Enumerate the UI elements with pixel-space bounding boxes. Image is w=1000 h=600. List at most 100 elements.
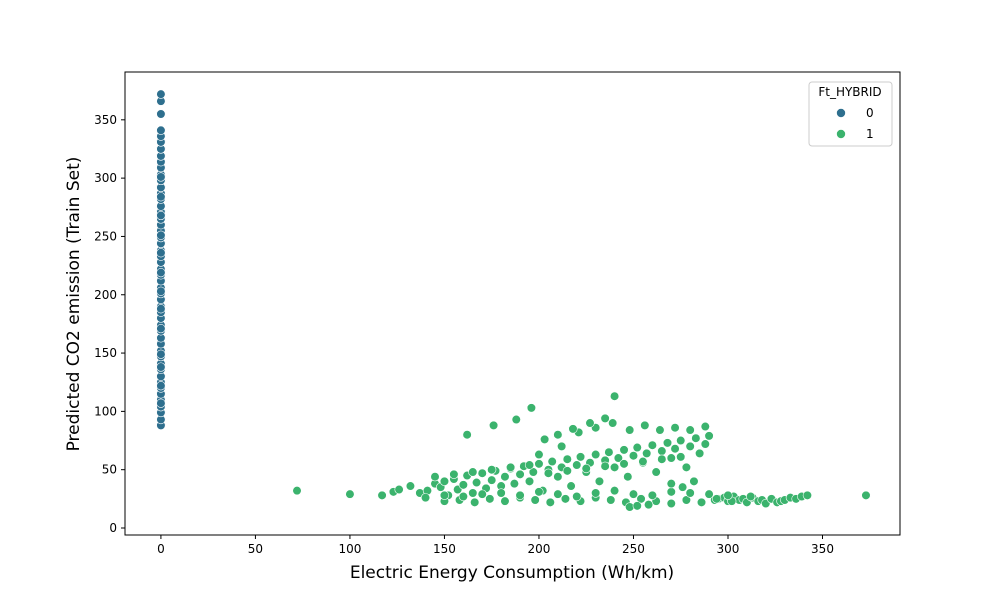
- data-point-series-0: [156, 323, 166, 334]
- y-axis-ticks: 0 50 100 150 200 250 300 350: [94, 113, 125, 535]
- legend-marker-1: [836, 129, 846, 139]
- data-point-series-1: [600, 461, 610, 471]
- data-point-series-1: [553, 430, 563, 440]
- x-axis-ticks: 0 50 100 150 200 250 300 350: [157, 535, 834, 556]
- data-point-series-1: [604, 447, 614, 457]
- data-point-series-1: [802, 490, 812, 500]
- data-point-series-1: [651, 467, 661, 477]
- data-point-series-1: [292, 486, 302, 496]
- data-point-series-1: [655, 425, 665, 435]
- y-tick-label: 50: [102, 463, 117, 477]
- data-point-series-1: [477, 468, 487, 478]
- y-tick-label: 250: [94, 229, 117, 243]
- data-point-series-1: [487, 475, 497, 485]
- data-point-series-1: [625, 502, 635, 512]
- data-point-series-1: [572, 491, 582, 502]
- data-point-series-1: [500, 496, 510, 506]
- data-point-series-1: [439, 490, 450, 500]
- data-point-series-1: [545, 497, 555, 507]
- data-point-series-1: [685, 425, 695, 435]
- data-point-series-1: [524, 476, 535, 486]
- data-point-series-1: [581, 463, 591, 474]
- data-point-series-1: [462, 430, 472, 440]
- data-point-series-0: [156, 109, 166, 119]
- x-tick-label: 350: [811, 542, 834, 556]
- data-point-series-1: [543, 468, 554, 478]
- data-point-series-1: [449, 469, 459, 479]
- data-point-series-1: [666, 453, 676, 463]
- data-point-series-1: [723, 490, 733, 500]
- data-point-series-1: [488, 420, 499, 430]
- legend-box: [808, 81, 893, 147]
- data-point-series-1: [394, 484, 404, 495]
- data-point-series-1: [568, 424, 578, 434]
- data-point-series-1: [681, 495, 692, 505]
- data-point-series-1: [666, 487, 676, 497]
- data-point-series-1: [670, 423, 680, 433]
- y-tick-label: 0: [109, 521, 117, 535]
- data-point-series-1: [625, 425, 635, 435]
- data-point-series-1: [657, 454, 667, 464]
- data-point-series-1: [471, 477, 482, 488]
- data-point-series-1: [685, 488, 695, 498]
- y-tick-label: 200: [94, 288, 117, 302]
- data-point-series-1: [557, 441, 567, 451]
- y-axis-title: Predicted CO2 emission (Train Set): [64, 157, 84, 452]
- data-point-series-1: [470, 497, 480, 507]
- data-point-series-1: [540, 434, 550, 444]
- data-point-series-0: [156, 248, 166, 258]
- data-point-series-1: [623, 472, 633, 482]
- data-point-series-1: [528, 467, 538, 477]
- x-tick-label: 100: [338, 542, 361, 556]
- data-point-series-1: [553, 489, 563, 499]
- data-point-series-0: [156, 362, 166, 372]
- data-point-series-1: [609, 486, 620, 496]
- data-point-series-1: [609, 462, 620, 472]
- data-point-series-1: [530, 495, 540, 505]
- data-point-series-0: [156, 89, 166, 99]
- data-point-series-1: [547, 456, 557, 467]
- data-point-series-1: [647, 490, 657, 500]
- data-point-series-0: [156, 192, 166, 202]
- data-point-series-1: [594, 476, 605, 486]
- data-point-series-1: [666, 498, 676, 509]
- data-point-series-1: [524, 460, 535, 470]
- data-point-series-1: [662, 438, 673, 448]
- data-point-series-1: [647, 440, 657, 450]
- data-point-series-1: [861, 490, 871, 500]
- y-tick-label: 150: [94, 346, 117, 360]
- y-tick-label: 100: [94, 404, 117, 418]
- data-point-series-1: [430, 472, 440, 482]
- data-point-series-1: [534, 459, 544, 469]
- plot-area-frame: [124, 71, 901, 536]
- data-point-series-1: [405, 481, 416, 491]
- data-point-series-1: [562, 466, 572, 476]
- data-point-series-1: [534, 449, 544, 460]
- data-point-series-1: [632, 442, 642, 453]
- data-point-series-1: [691, 433, 701, 443]
- data-point-series-1: [509, 479, 519, 489]
- data-point-series-1: [628, 489, 639, 499]
- data-point-series-1: [458, 491, 468, 502]
- x-axis-title: Electric Energy Consumption (Wh/km): [350, 563, 674, 583]
- y-tick-label: 350: [94, 113, 117, 127]
- data-point-series-1: [515, 469, 525, 479]
- data-point-series-1: [640, 420, 650, 430]
- data-point-series-1: [643, 500, 654, 510]
- data-point-series-1: [468, 467, 478, 477]
- data-point-series-1: [553, 472, 563, 482]
- y-tick-label: 300: [94, 171, 117, 185]
- data-point-series-1: [676, 452, 686, 462]
- x-tick-label: 300: [717, 542, 740, 556]
- data-point-series-0: [156, 381, 166, 391]
- data-point-series-1: [600, 413, 610, 423]
- data-point-series-1: [591, 488, 601, 498]
- data-point-series-1: [642, 448, 652, 458]
- data-point-series-1: [685, 441, 695, 451]
- x-tick-label: 250: [622, 542, 645, 556]
- data-point-series-1: [511, 414, 521, 425]
- data-point-series-1: [704, 489, 714, 499]
- x-tick-label: 200: [528, 542, 551, 556]
- data-point-series-0: [156, 172, 166, 182]
- data-point-series-1: [746, 491, 756, 502]
